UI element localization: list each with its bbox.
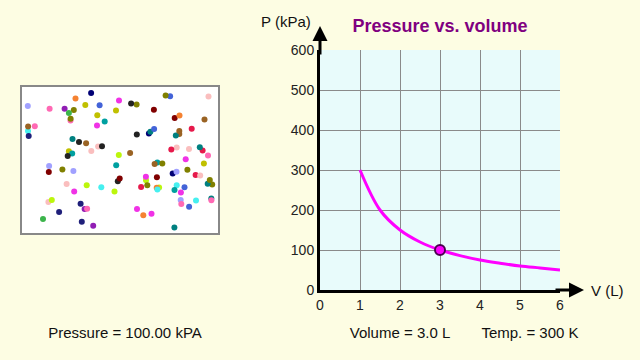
svg-text:400: 400 [291,122,315,138]
svg-text:0: 0 [306,282,314,298]
svg-text:3: 3 [436,297,444,313]
svg-text:2: 2 [396,297,404,313]
svg-text:V (L): V (L) [591,282,624,299]
svg-text:300: 300 [291,162,315,178]
html-text:Temp. = 300 K: Temp. = 300 K [481,324,579,341]
svg-text:0: 0 [316,297,324,313]
svg-text:1: 1 [356,297,364,313]
svg-text:4: 4 [476,297,484,313]
svg-text:P (kPa): P (kPa) [261,13,311,30]
html-text:Pressure = 100.00 kPA: Pressure = 100.00 kPA [48,324,202,341]
svg-text:100: 100 [291,242,315,258]
svg-text:Pressure vs. volume: Pressure vs. volume [352,16,527,36]
html-text:Volume = 3.0 L: Volume = 3.0 L [349,324,451,341]
svg-text:5: 5 [516,297,524,313]
svg-text:6: 6 [556,297,564,313]
svg-text:600: 600 [291,42,315,58]
svg-text:200: 200 [291,202,315,218]
svg-text:500: 500 [291,82,315,98]
